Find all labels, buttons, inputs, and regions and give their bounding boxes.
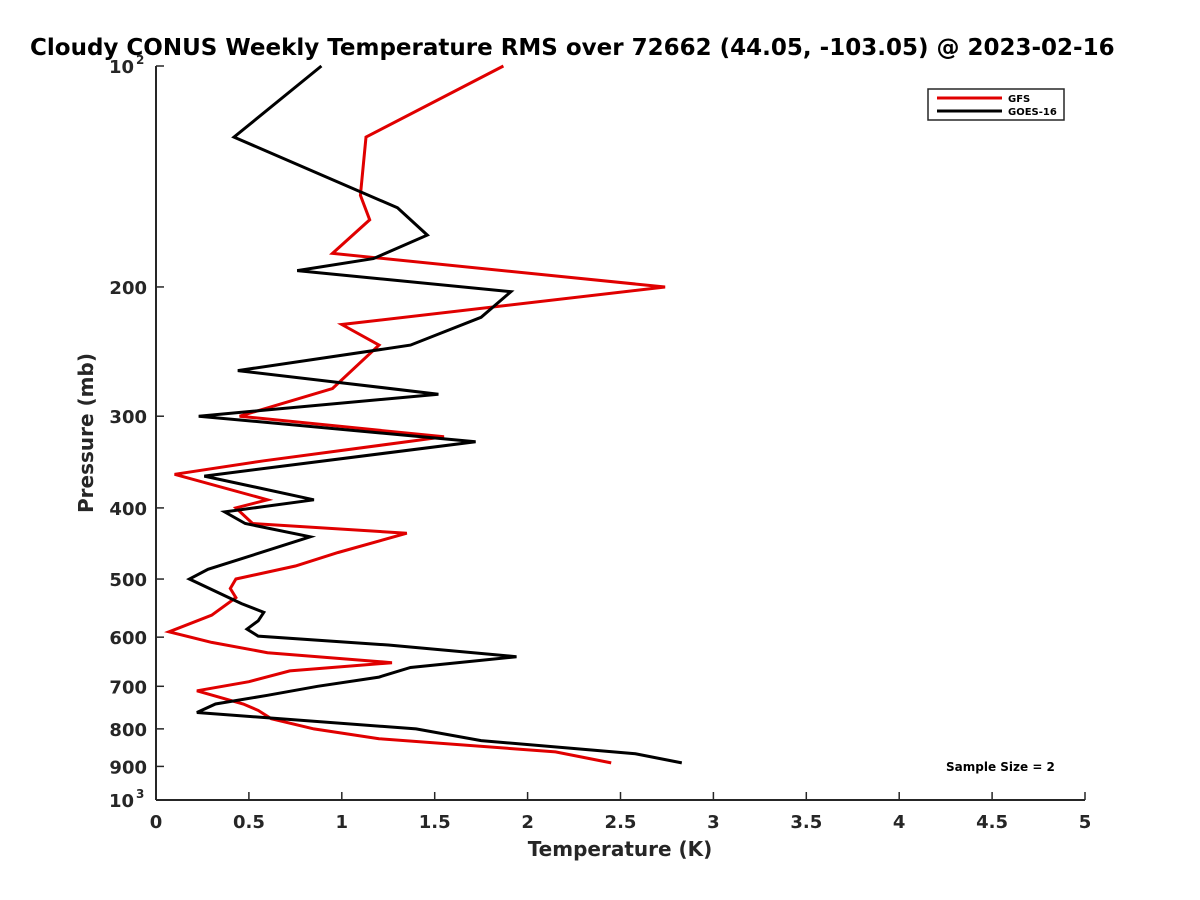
y-tick-label: 500 [109,570,147,591]
y-tick-label: 300 [109,407,147,428]
x-axis-label: Temperature (K) [528,837,713,861]
y-tick-label: 200 [109,278,147,299]
series-lines [164,64,683,765]
y-tick-label: 10 [109,57,134,78]
x-tick-label: 0.5 [233,812,265,833]
x-tick-label: 3 [707,812,720,833]
y-tick-label: 700 [109,677,147,698]
x-tick-label: 3.5 [790,812,822,833]
legend-label: GOES-16 [1008,107,1057,118]
sample-size-annotation: Sample Size = 2 [946,760,1055,774]
x-tick-label: 0 [150,812,163,833]
series-line-goes-16 [186,64,683,765]
chart-title: Cloudy CONUS Weekly Temperature RMS over… [30,35,1115,61]
y-tick-label: 900 [109,757,147,778]
series-line-gfs [164,64,666,765]
y-tick-exponent: 2 [136,53,144,67]
x-tick-label: 2.5 [605,812,637,833]
y-axis-label: Pressure (mb) [74,353,98,513]
legend-label: GFS [1008,94,1030,105]
x-tick-label: 2 [521,812,534,833]
x-tick-label: 1.5 [419,812,451,833]
legend-box [927,88,1065,121]
y-tick-exponent: 3 [136,787,144,801]
y-tick-label: 800 [109,720,147,741]
y-tick-label: 400 [109,499,147,520]
x-ticks: 0 0.5 1 1.5 2 2.5 3 3.5 4 4.5 5 [150,792,1092,833]
x-tick-label: 1 [336,812,349,833]
x-tick-label: 4.5 [976,812,1008,833]
x-tick-label: 5 [1079,812,1092,833]
legend: GFS GOES-16 [927,88,1065,121]
y-tick-label: 600 [109,628,147,649]
x-tick-label: 4 [893,812,906,833]
y-tick-label: 10 [109,791,134,812]
